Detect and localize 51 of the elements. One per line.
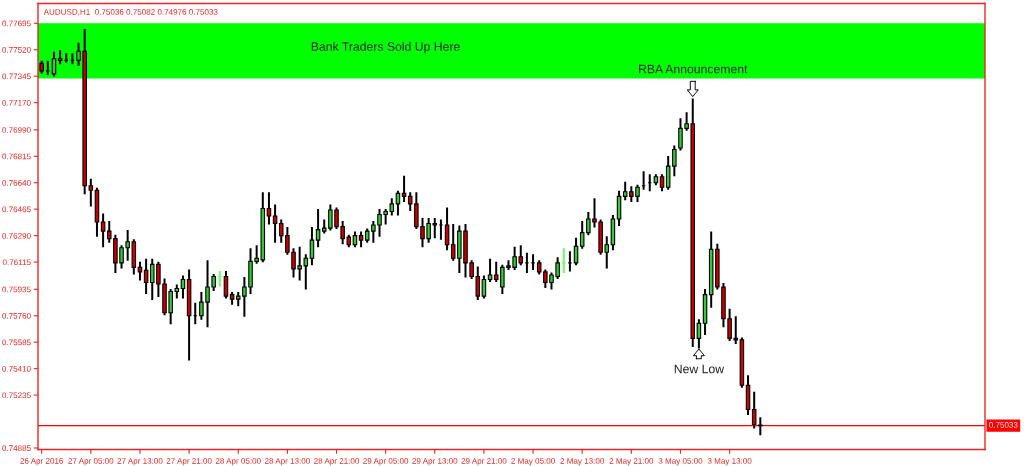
y-tick-label: 0.75935 [2, 286, 31, 293]
candlestick [266, 192, 272, 225]
y-tick-label: 0.76640 [2, 180, 31, 186]
x-tick-label: 28 Apr 21:00 [314, 458, 360, 466]
y-tick-label: 0.76115 [2, 259, 31, 266]
candlestick [487, 258, 493, 282]
y-tick-label: 0.77695 [2, 20, 31, 27]
y-tick-label: 0.75235 [2, 392, 31, 399]
candlestick [100, 213, 106, 248]
band-label: Bank Traders Sold Up Here [311, 41, 460, 54]
x-tick-label: 29 Apr 13:00 [412, 458, 458, 466]
y-tick-label: 0.75410 [2, 365, 31, 372]
x-tick-label: 2 May 05:00 [511, 458, 555, 466]
x-tick-label: 27 Apr 21:00 [166, 458, 212, 466]
y-tick-label: 0.75760 [2, 313, 31, 319]
candlestick [315, 208, 321, 248]
x-tick-label: 29 Apr 21:00 [461, 458, 507, 466]
y-tick-label: 0.77345 [2, 73, 31, 80]
y-tick-label: 0.76815 [2, 153, 31, 160]
candlestick [223, 270, 229, 299]
candlestick [395, 190, 401, 216]
candlestick [444, 207, 450, 251]
x-tick-label: 26 Apr 2016 [20, 458, 64, 466]
x-tick-label: 27 Apr 05:00 [68, 458, 114, 466]
y-tick-label: 0.75585 [2, 339, 31, 346]
candlestick [616, 190, 622, 227]
candlestick [481, 275, 487, 299]
x-tick-label: 3 May 05:00 [658, 458, 703, 466]
y-tick-label: 0.74885 [2, 445, 31, 451]
y-tick-label: 0.76465 [2, 206, 31, 213]
y-tick-label: 0.76290 [2, 232, 31, 239]
x-tick-label: 2 May 21:00 [609, 458, 654, 466]
y-tick-label: 0.77520 [2, 47, 31, 53]
candlestick [57, 50, 63, 65]
candlestick [751, 391, 757, 429]
ref-line-label: 0.75033 [989, 422, 1018, 428]
x-tick-label: 29 Apr 05:00 [363, 458, 409, 466]
candlestick [438, 219, 444, 240]
y-tick-label: 0.76990 [2, 127, 31, 133]
annotation: New Low [674, 364, 725, 374]
candlestick [272, 204, 278, 243]
annotation: RBA Announcement [639, 64, 748, 74]
y-tick-label: 0.77170 [2, 99, 31, 106]
candlestick [51, 51, 57, 77]
candlestick [45, 60, 51, 75]
x-tick-label: 3 May 13:00 [707, 458, 752, 466]
text: AUDUSD,H1 0.75036 0.75082 0.74976 0.75033 [43, 9, 218, 16]
x-tick-label: 2 May 13:00 [560, 458, 605, 466]
x-tick-label: 28 Apr 13:00 [264, 458, 310, 466]
x-tick-label: 27 Apr 13:00 [117, 458, 163, 466]
x-tick-label: 28 Apr 05:00 [215, 458, 261, 466]
